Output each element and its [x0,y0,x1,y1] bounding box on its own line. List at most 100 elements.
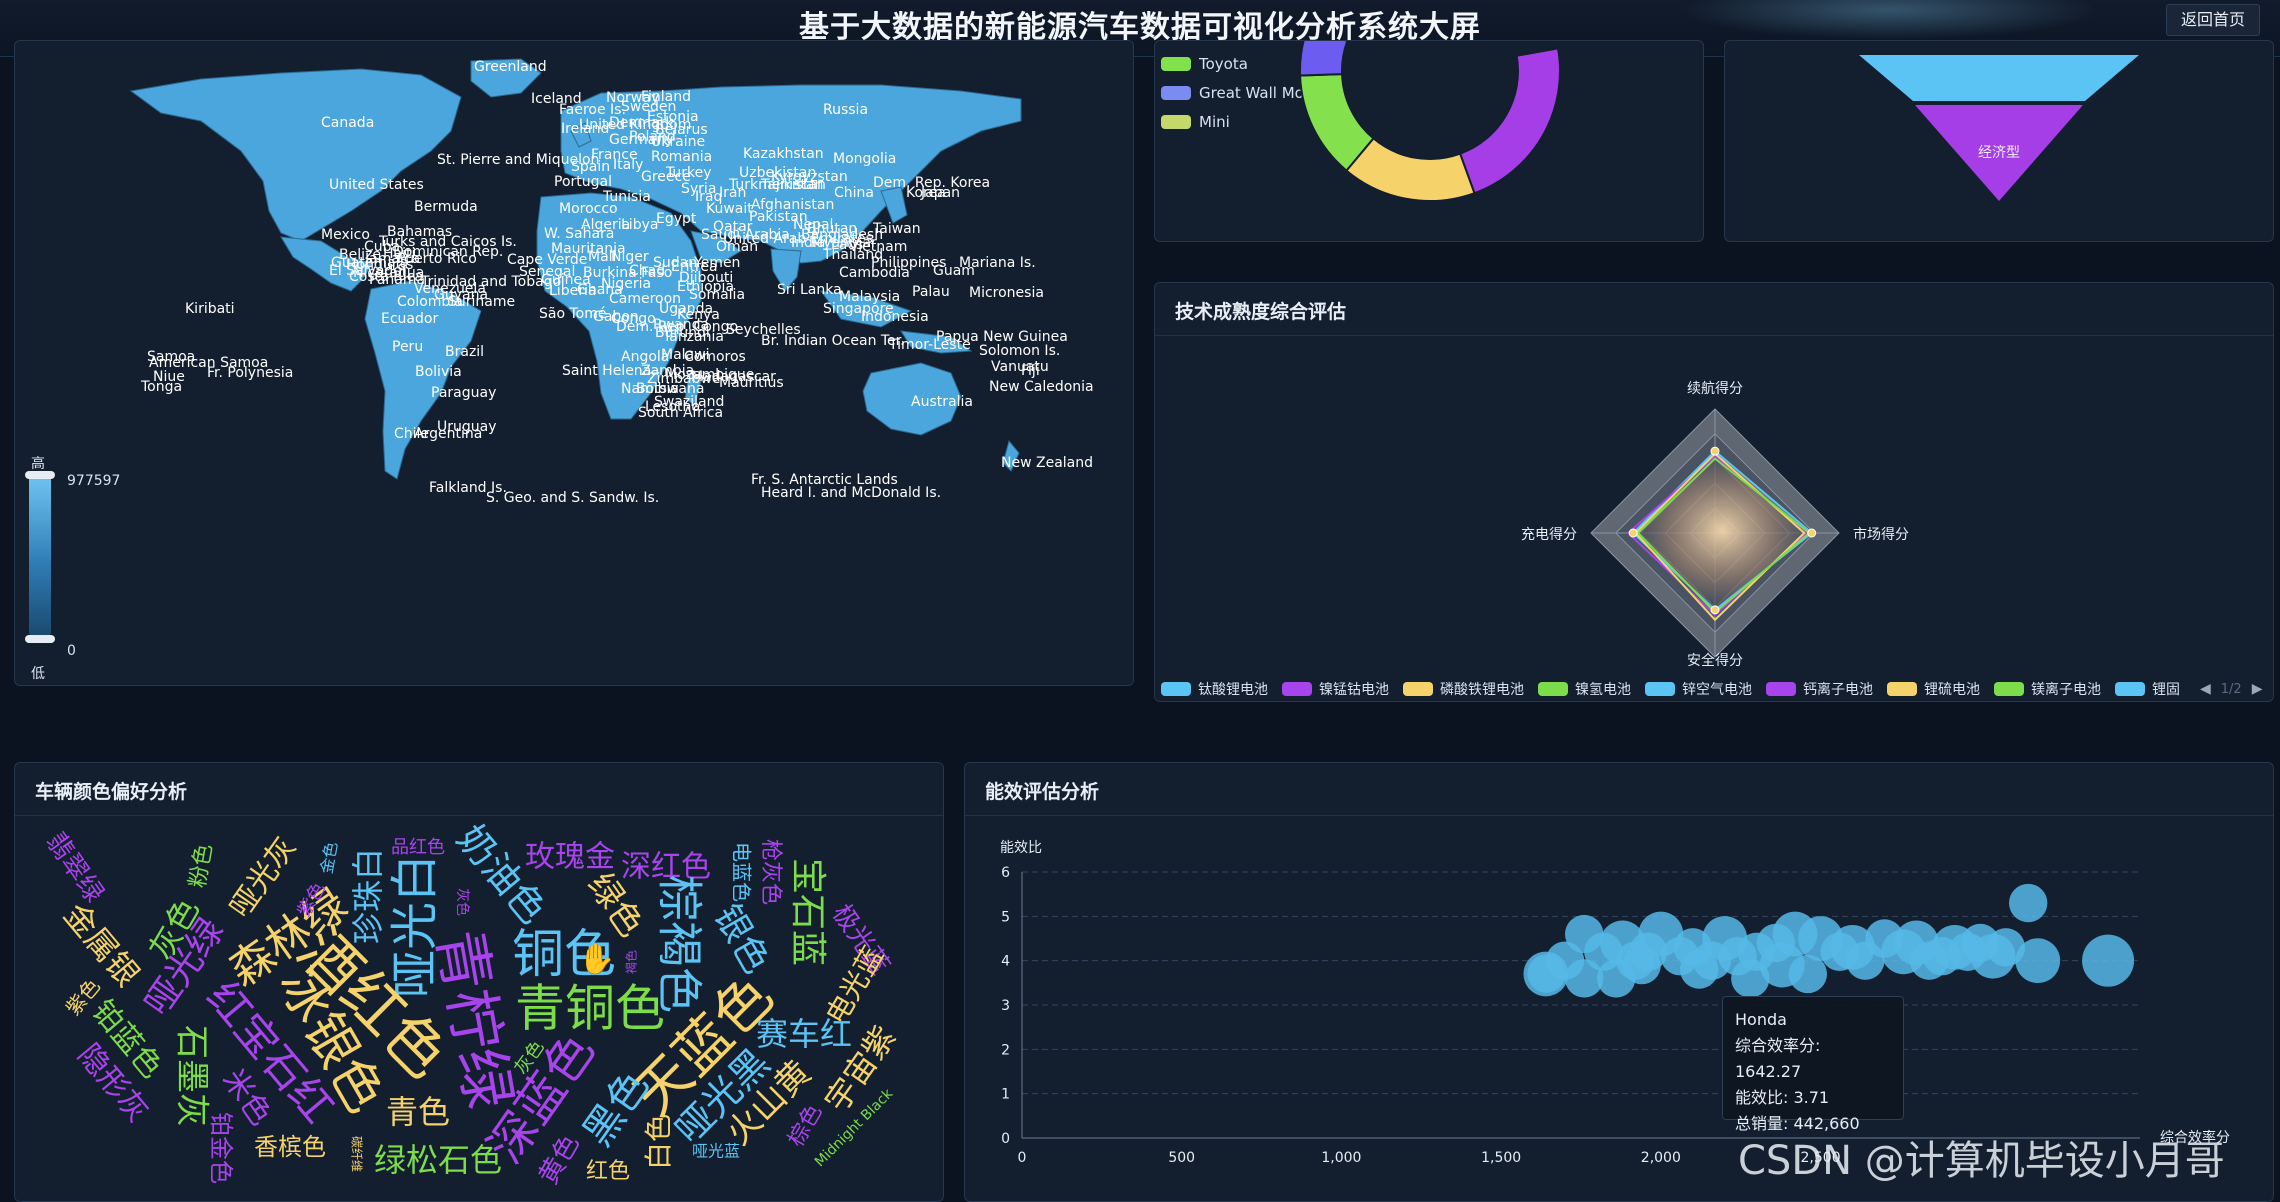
map-country-label: Finland [641,89,691,105]
radar-legend-item[interactable]: 磷酸铁锂电池 [1403,679,1524,699]
donut-segment[interactable] [1458,47,1561,195]
scatter-title: 能效评估分析 [985,781,1100,803]
map-country-label: Cambodia [839,265,910,281]
map-country-label: Br. Indian Ocean Ter. [761,333,905,349]
donut-legend-item[interactable]: Mini [1161,113,1230,131]
scale-max-handle[interactable] [25,471,55,479]
map-country-label: Singapore [823,301,894,317]
map-country-label: Yemen [693,255,740,271]
legend-label: 镍锰钴电池 [1319,682,1389,698]
radar-legend-item[interactable]: 镍氢电池 [1538,679,1631,699]
radar-legend-item[interactable]: 锌空气电池 [1645,679,1752,699]
radar-point[interactable] [1710,605,1720,615]
map-country-label: Norway [606,90,659,106]
map-country-label: Oman [716,239,758,255]
radar-point[interactable] [1628,528,1638,538]
map-country-label: Bangladesh [801,227,883,243]
brand-donut-panel: Toyota Great Wall Motors Mini [1154,40,1704,242]
map-country-label: Kazakhstan [743,146,824,162]
map-country-label: Thailand [822,247,883,263]
radar-legend-item[interactable]: 锂硫电池 [1887,679,1980,699]
radar-legend-item[interactable]: 钛酸锂电池 [1161,679,1268,699]
map-country-label: Venezuela [414,281,486,297]
map-country-label: Argentina [414,426,482,442]
visual-map-scale[interactable] [29,476,51,636]
map-country-label: Indonesia [861,309,929,325]
map-country-label: New Zealand [1001,455,1093,471]
map-country-label: Dem. Rep. Korea [873,175,990,191]
legend-swatch [1161,57,1191,71]
donut-segment[interactable] [1299,41,1349,77]
map-country-label: Somalia [689,287,745,303]
legend-label: 锂固 [2152,682,2180,698]
map-country-label: Turks and Caicos Is. [378,234,517,250]
funnel-layer-economy[interactable] [1915,105,2083,201]
radar-indicator-label: 安全得分 [1687,652,1743,669]
map-country-label: Botswana [636,381,704,397]
home-button[interactable]: 返回首页 [2166,4,2260,36]
radar-legend-item[interactable]: 镁离子电池 [1994,679,2101,699]
radar-legend-item[interactable]: 钙离子电池 [1766,679,1873,699]
donut-legend-item[interactable]: Great Wall Motors [1161,84,1333,102]
map-country-label: Nepal [793,217,833,233]
map-country-label: Cape Verde [507,252,587,268]
legend-label: Toyota [1199,55,1248,73]
map-country-label: Ghana [577,282,623,298]
funnel-chart[interactable]: 经济型 [1725,41,2274,242]
map-country-label: Egypt [656,211,697,227]
map-country-label: Iran [719,185,746,201]
map-country-label: Mongolia [833,151,896,167]
radar-point[interactable] [1710,446,1720,456]
map-country-label: Morocco [559,201,618,217]
map-country-label: Suriname [448,294,515,310]
map-country-label: Vanuatu [991,359,1049,375]
legend-label: 钛酸锂电池 [1198,682,1268,698]
map-country-label: S. Geo. and S. Sandw. Is. [486,490,659,506]
map-country-label: Jamaica [364,251,420,267]
map-country-label: Greenland [474,59,547,75]
map-country-label: Puerto Rico [397,251,477,267]
map-country-label: Fr. Polynesia [207,365,293,381]
funnel-layer-top[interactable] [1859,55,2139,101]
map-country-label: Chad [629,263,665,279]
map-country-label: Malawi [661,347,709,363]
map-country-label: Angola [621,349,669,365]
map-country-label: Nicaragua [353,265,424,281]
radar-point[interactable] [1807,528,1817,538]
funnel-panel: 经济型 [1724,40,2274,242]
map-country-label: Samoa [147,349,195,365]
map-country-label: Iraq [695,189,722,205]
map-country-label: Sri Lanka [777,282,842,298]
map-country-label: Turkey [665,165,712,181]
map-country-label: Heard I. and McDonald Is. [761,485,941,501]
map-country-label: Iceland [531,91,582,107]
map-country-label: Ecuador [381,311,438,327]
page-title: 基于大数据的新能源汽车数据可视化分析系统大屏 [799,10,1481,45]
map-country-label: Gabon [593,309,639,325]
map-country-label: Uruguay [437,419,497,435]
map-country-label: Australia [911,394,973,410]
radar-legend-item[interactable]: 锂固 [2115,679,2180,699]
map-country-label: Honduras [346,257,413,273]
legend-label: 磷酸铁锂电池 [1440,682,1524,698]
wordcloud-title: 车辆颜色偏好分析 [35,781,188,803]
scale-min-handle[interactable] [25,635,55,643]
legend-swatch [1538,682,1568,696]
map-country-label: Myanmar [811,235,877,251]
wordcloud-divider [15,815,943,816]
map-country-label: W. Sahara [544,226,614,242]
scale-max-value: 977597 [67,473,121,489]
legend-label: 镁离子电池 [2031,682,2101,698]
donut-legend-item[interactable]: Toyota [1161,55,1248,73]
legend-prev-icon[interactable]: ◀ [2200,681,2211,697]
radar-legend-item[interactable]: 镍锰钴电池 [1282,679,1389,699]
legend-next-icon[interactable]: ▶ [2251,681,2263,697]
map-country-label: Uganda [659,301,713,317]
donut-chart[interactable] [1155,41,1704,242]
world-map-panel: Greenland Iceland Faeroe Is. Norway Finland R… [14,40,1134,686]
map-country-label: Greece [641,169,691,185]
legend-swatch [1887,682,1917,696]
map-country-label: Comoros [684,349,746,365]
